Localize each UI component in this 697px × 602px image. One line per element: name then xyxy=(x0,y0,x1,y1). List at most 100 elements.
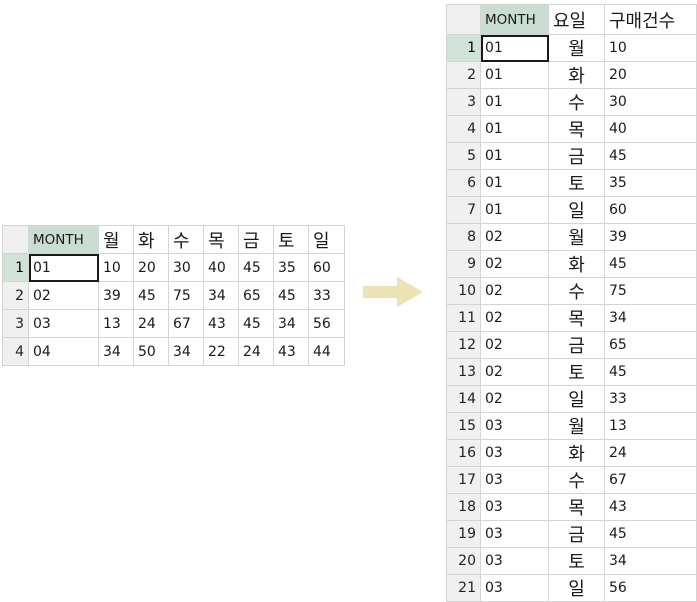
cell-month[interactable]: 01 xyxy=(480,196,549,224)
table-row[interactable]: 3 01 수 30 xyxy=(446,88,697,116)
cell-weekday[interactable]: 월 xyxy=(548,412,605,440)
column-header-purchase-count[interactable]: 구매건수 xyxy=(604,4,697,35)
table-row[interactable]: 8 02 월 39 xyxy=(446,223,697,251)
cell-purchase-count[interactable]: 10 xyxy=(604,34,697,62)
row-number[interactable]: 3 xyxy=(446,88,481,116)
cell-weekday[interactable]: 화 xyxy=(548,439,605,467)
row-number[interactable]: 5 xyxy=(446,142,481,170)
cell-purchase-count[interactable]: 75 xyxy=(604,277,697,305)
cell-month[interactable]: 03 xyxy=(480,412,549,440)
cell-month[interactable]: 03 xyxy=(480,547,549,575)
cell-weekday[interactable]: 토 xyxy=(548,169,605,197)
cell-purchase-count[interactable]: 33 xyxy=(604,385,697,413)
table-row[interactable]: 14 02 일 33 xyxy=(446,385,697,413)
cell-value[interactable]: 44 xyxy=(308,337,345,366)
cell-value[interactable]: 24 xyxy=(133,309,169,338)
cell-purchase-count[interactable]: 45 xyxy=(604,520,697,548)
row-number[interactable]: 19 xyxy=(446,520,481,548)
cell-month[interactable]: 01 xyxy=(480,61,549,89)
cell-weekday[interactable]: 금 xyxy=(548,520,605,548)
column-header-sun[interactable]: 일 xyxy=(308,225,345,254)
row-number[interactable]: 1 xyxy=(446,34,481,62)
row-number[interactable]: 13 xyxy=(446,358,481,386)
cell-month[interactable]: 04 xyxy=(28,337,99,366)
cell-purchase-count[interactable]: 65 xyxy=(604,331,697,359)
cell-value[interactable]: 65 xyxy=(238,281,274,310)
table-row[interactable]: 3 03 13 24 67 43 45 34 56 xyxy=(2,309,345,338)
table-row[interactable]: 19 03 금 45 xyxy=(446,520,697,548)
cell-month[interactable]: 01 xyxy=(480,88,549,116)
cell-purchase-count[interactable]: 67 xyxy=(604,466,697,494)
cell-weekday[interactable]: 수 xyxy=(548,88,605,116)
cell-weekday[interactable]: 토 xyxy=(548,547,605,575)
cell-month[interactable]: 01 xyxy=(480,34,549,62)
cell-month[interactable]: 03 xyxy=(480,520,549,548)
cell-month[interactable]: 03 xyxy=(480,466,549,494)
table-row[interactable]: 21 03 일 56 xyxy=(446,574,697,602)
cell-month[interactable]: 03 xyxy=(480,574,549,602)
cell-purchase-count[interactable]: 39 xyxy=(604,223,697,251)
table-row[interactable]: 15 03 월 13 xyxy=(446,412,697,440)
cell-value[interactable]: 75 xyxy=(168,281,204,310)
cell-month[interactable]: 03 xyxy=(480,439,549,467)
column-header-weekday[interactable]: 요일 xyxy=(548,4,605,35)
row-number[interactable]: 1 xyxy=(2,253,29,282)
table-row[interactable]: 9 02 화 45 xyxy=(446,250,697,278)
cell-purchase-count[interactable]: 40 xyxy=(604,115,697,143)
cell-month[interactable]: 03 xyxy=(28,309,99,338)
cell-value[interactable]: 50 xyxy=(133,337,169,366)
cell-weekday[interactable]: 토 xyxy=(548,358,605,386)
cell-month[interactable]: 02 xyxy=(480,250,549,278)
table-row[interactable]: 6 01 토 35 xyxy=(446,169,697,197)
cell-value[interactable]: 56 xyxy=(308,309,345,338)
column-header-wed[interactable]: 수 xyxy=(168,225,204,254)
cell-value[interactable]: 34 xyxy=(273,309,309,338)
cell-value[interactable]: 67 xyxy=(168,309,204,338)
cell-value[interactable]: 24 xyxy=(238,337,274,366)
cell-value[interactable]: 60 xyxy=(308,253,345,282)
row-number[interactable]: 9 xyxy=(446,250,481,278)
table-row[interactable]: 12 02 금 65 xyxy=(446,331,697,359)
table-row[interactable]: 16 03 화 24 xyxy=(446,439,697,467)
table-row[interactable]: 11 02 목 34 xyxy=(446,304,697,332)
row-number[interactable]: 16 xyxy=(446,439,481,467)
cell-purchase-count[interactable]: 34 xyxy=(604,547,697,575)
row-number[interactable]: 3 xyxy=(2,309,29,338)
table-row[interactable]: 20 03 토 34 xyxy=(446,547,697,575)
table-row[interactable]: 18 03 목 43 xyxy=(446,493,697,521)
row-number[interactable]: 15 xyxy=(446,412,481,440)
column-header-month[interactable]: MONTH xyxy=(28,225,99,254)
cell-month[interactable]: 02 xyxy=(480,304,549,332)
cell-month[interactable]: 01 xyxy=(480,142,549,170)
table-row[interactable]: 7 01 일 60 xyxy=(446,196,697,224)
cell-weekday[interactable]: 금 xyxy=(548,142,605,170)
cell-purchase-count[interactable]: 45 xyxy=(604,358,697,386)
cell-weekday[interactable]: 목 xyxy=(548,493,605,521)
cell-weekday[interactable]: 화 xyxy=(548,61,605,89)
column-header-fri[interactable]: 금 xyxy=(238,225,274,254)
cell-value[interactable]: 22 xyxy=(203,337,239,366)
cell-value[interactable]: 33 xyxy=(308,281,345,310)
cell-weekday[interactable]: 수 xyxy=(548,466,605,494)
cell-value[interactable]: 34 xyxy=(98,337,134,366)
cell-value[interactable]: 45 xyxy=(238,253,274,282)
cell-purchase-count[interactable]: 45 xyxy=(604,250,697,278)
cell-value[interactable]: 30 xyxy=(168,253,204,282)
cell-weekday[interactable]: 일 xyxy=(548,574,605,602)
column-header-sat[interactable]: 토 xyxy=(273,225,309,254)
row-number[interactable]: 2 xyxy=(2,281,29,310)
cell-value[interactable]: 43 xyxy=(273,337,309,366)
cell-weekday[interactable]: 월 xyxy=(548,223,605,251)
cell-value[interactable]: 13 xyxy=(98,309,134,338)
cell-value[interactable]: 45 xyxy=(133,281,169,310)
table-row[interactable]: 4 01 목 40 xyxy=(446,115,697,143)
cell-month[interactable]: 02 xyxy=(28,281,99,310)
corner-cell[interactable] xyxy=(2,225,29,254)
cell-weekday[interactable]: 목 xyxy=(548,115,605,143)
cell-value[interactable]: 43 xyxy=(203,309,239,338)
table-row[interactable]: 17 03 수 67 xyxy=(446,466,697,494)
cell-purchase-count[interactable]: 13 xyxy=(604,412,697,440)
table-row[interactable]: 1 01 월 10 xyxy=(446,34,697,62)
row-number[interactable]: 4 xyxy=(2,337,29,366)
column-header-month[interactable]: MONTH xyxy=(480,4,549,35)
